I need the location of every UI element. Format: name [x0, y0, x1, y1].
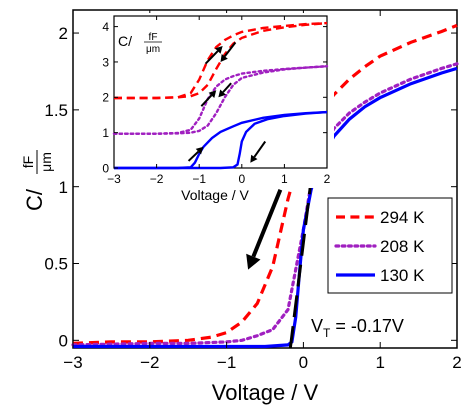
inset-sweep-arrow-2-head [208, 90, 217, 98]
vt-label-sub: T [323, 326, 331, 340]
main-y-tick-label: 1 [59, 178, 68, 197]
sweep-direction-arrow-shaft [251, 189, 283, 258]
main-y-label-prefix: C/ [22, 188, 47, 211]
legend-label-1: 208 K [380, 237, 425, 256]
legend-label-0: 294 K [380, 208, 425, 227]
main-y-label-unit-den: μm [38, 152, 54, 172]
svg-text:VT = -0.17V: VT = -0.17V [311, 316, 404, 340]
main-x-tick-label: 0 [299, 353, 308, 372]
inset-x-tick-label: 1 [281, 172, 288, 186]
main-y-label-unit-num: fF [20, 156, 36, 168]
legend: 294 K 208 K 130 K [327, 197, 453, 294]
main-x-tick-label: −2 [140, 353, 159, 372]
inset-sweep-arrow-4-shaft [187, 150, 200, 162]
inset-series-line-3 [112, 64, 329, 135]
inset-series-group [112, 21, 329, 170]
inset-arrows-group [187, 41, 267, 163]
legend-label-2: 130 K [380, 266, 425, 285]
inset-y-tick-label: 2 [102, 91, 109, 105]
inset-y-tick-label: 3 [102, 55, 109, 69]
main-x-tick-label: −3 [63, 353, 82, 372]
vt-annotation: VT = -0.17V [311, 316, 404, 340]
main-y-tick-label: 1.5 [44, 101, 68, 120]
main-y-axis-label: C/ fF μm [20, 150, 54, 211]
inset-sweep-arrow-3-shaft [222, 82, 232, 93]
main-series-line-0 [72, 23, 458, 345]
inset-x-tick-label: −3 [107, 172, 121, 186]
inset-x-tick-label: 2 [324, 172, 331, 186]
inset-sweep-arrow-1-head [220, 54, 228, 62]
inset-background [94, 13, 334, 188]
main-x-tick-label: 1 [375, 353, 384, 372]
inset-y-label-unit-num: fF [149, 32, 158, 43]
inset-x-tick-label: 0 [238, 172, 245, 186]
main-x-axis-label: Voltage / V [212, 380, 319, 405]
inset-series-line-2 [112, 64, 329, 135]
main-y-tick-label: 0.5 [44, 255, 68, 274]
inset-ticks-group: −3 −2 −1 0 1 2 0 1 2 3 4 [102, 16, 331, 186]
vt-label-prefix: V [311, 316, 323, 336]
main-x-tick-label: −1 [217, 353, 236, 372]
inset-sweep-arrow-5-shaft [253, 140, 267, 158]
inset-series-line-5 [114, 110, 328, 170]
inset-x-axis-label: Voltage / V [181, 187, 249, 203]
main-ticks-group: −3 −2 −1 0 1 2 0 0.5 1 1.5 2 [44, 10, 461, 372]
inset-y-label-unit-den: μm [146, 44, 160, 55]
inset-sweep-arrow-5-head [250, 154, 258, 163]
inset-y-tick-label: 0 [102, 161, 109, 175]
inset-y-tick-label: 4 [102, 20, 109, 34]
inset-sweep-arrow-3-head [218, 89, 226, 98]
inset-y-axis-label: C/ fF μm [118, 32, 162, 55]
vt-label-text: = -0.17V [330, 316, 404, 336]
sweep-direction-arrow-head [246, 253, 261, 270]
inset-y-label-prefix: C/ [118, 33, 132, 49]
inset-series-line-1 [114, 21, 328, 100]
inset-sweep-arrow-2-shaft [200, 94, 213, 107]
inset-sweep-arrow-0-head [214, 46, 223, 54]
main-x-tick-label: 2 [452, 353, 461, 372]
inset-sweep-arrow-1-shaft [223, 41, 237, 58]
inset-sweep-arrow-0-shaft [204, 50, 219, 65]
inset-x-tick-label: −1 [192, 172, 206, 186]
inset-sweep-arrow-4-head [195, 146, 204, 155]
inset-x-tick-label: −2 [150, 172, 164, 186]
main-y-tick-label: 2 [59, 24, 68, 43]
inset-y-tick-label: 1 [102, 126, 109, 140]
main-y-tick-label: 0 [59, 331, 68, 350]
